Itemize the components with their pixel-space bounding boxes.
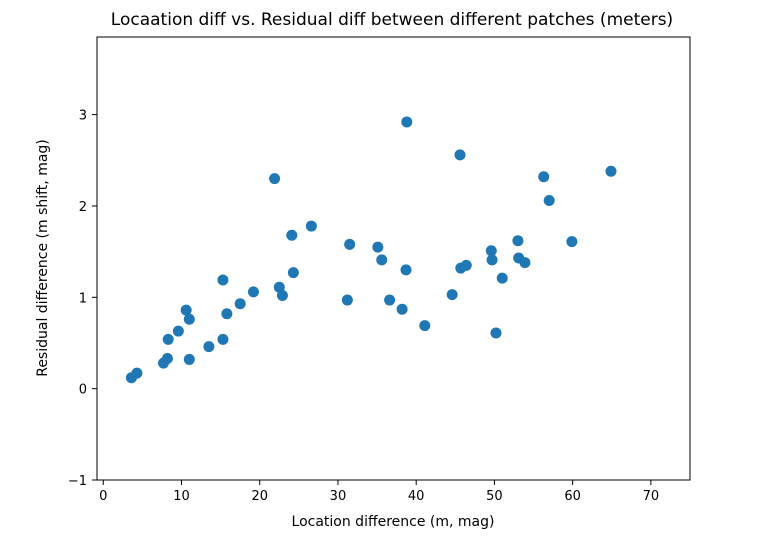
data-point bbox=[269, 173, 281, 185]
x-tick-label: 20 bbox=[251, 489, 268, 504]
data-point bbox=[286, 229, 298, 241]
data-point bbox=[400, 264, 412, 276]
y-axis-ticks: −1 0 1 2 3 bbox=[68, 109, 97, 489]
data-point bbox=[496, 272, 508, 284]
data-point bbox=[287, 267, 299, 279]
x-tick-label: 30 bbox=[330, 489, 347, 504]
data-point bbox=[161, 353, 173, 365]
data-point bbox=[203, 341, 215, 353]
x-tick-label: 0 bbox=[99, 489, 107, 504]
y-tick-label: 2 bbox=[79, 200, 87, 215]
data-point bbox=[396, 303, 408, 315]
plot-area-frame bbox=[96, 36, 691, 481]
data-point bbox=[162, 333, 174, 345]
data-point bbox=[221, 308, 233, 320]
data-point bbox=[605, 165, 617, 177]
data-point bbox=[446, 289, 458, 301]
data-point bbox=[183, 353, 195, 365]
data-point bbox=[401, 116, 413, 128]
data-point bbox=[538, 171, 550, 183]
data-point bbox=[305, 220, 317, 232]
data-point bbox=[372, 241, 384, 253]
data-point bbox=[512, 235, 524, 247]
data-point bbox=[247, 286, 259, 298]
x-tick-label: 50 bbox=[486, 489, 503, 504]
data-point bbox=[376, 254, 388, 266]
data-point bbox=[341, 294, 353, 306]
x-axis-ticks: 0 10 20 30 40 50 60 70 bbox=[99, 480, 659, 504]
y-tick-label: −1 bbox=[68, 474, 87, 489]
data-point bbox=[419, 320, 431, 332]
y-axis-label: Residual difference (m shift, mag) bbox=[35, 139, 51, 377]
x-tick-label: 60 bbox=[564, 489, 581, 504]
data-point bbox=[183, 313, 195, 325]
data-point bbox=[454, 149, 466, 161]
data-point bbox=[172, 325, 184, 337]
data-point bbox=[486, 254, 498, 266]
data-point bbox=[490, 327, 502, 339]
data-point bbox=[180, 304, 192, 316]
data-point bbox=[131, 367, 143, 379]
data-point bbox=[485, 245, 497, 257]
data-point bbox=[566, 236, 578, 248]
data-point bbox=[543, 194, 555, 206]
y-tick-label: 0 bbox=[79, 383, 87, 398]
data-point bbox=[344, 238, 356, 250]
data-points bbox=[125, 116, 617, 384]
x-axis-label: Location difference (m, mag) bbox=[292, 514, 495, 530]
data-point bbox=[460, 259, 472, 271]
data-point bbox=[384, 294, 396, 306]
y-tick-label: 1 bbox=[79, 291, 87, 306]
x-tick-label: 10 bbox=[173, 489, 190, 504]
x-tick-label: 70 bbox=[643, 489, 660, 504]
y-tick-label: 3 bbox=[79, 109, 87, 124]
data-point bbox=[217, 333, 229, 345]
data-point bbox=[519, 257, 531, 269]
data-point bbox=[276, 289, 288, 301]
data-point bbox=[217, 274, 229, 286]
chart-title: Locaation diff vs. Residual diff between… bbox=[111, 10, 673, 30]
x-tick-label: 40 bbox=[408, 489, 425, 504]
data-point bbox=[234, 298, 246, 310]
